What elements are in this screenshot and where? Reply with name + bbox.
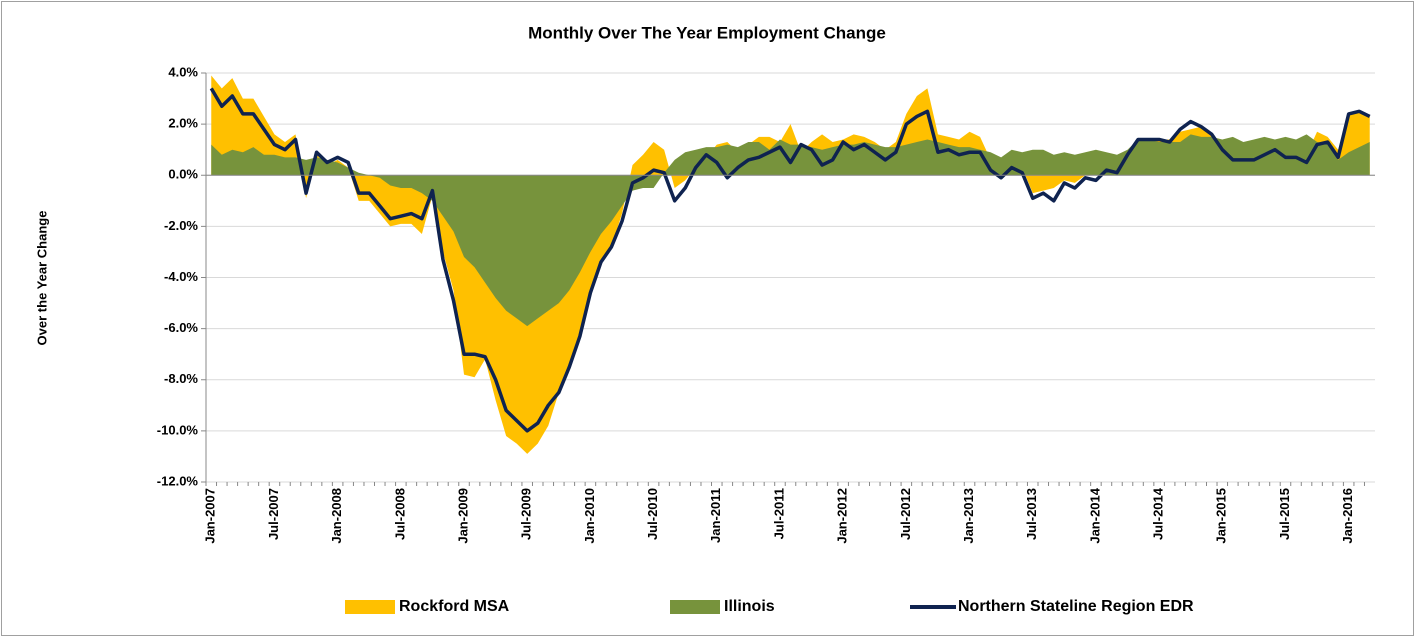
y-tick-label: 2.0% (168, 116, 198, 131)
chart-title: Monthly Over The Year Employment Change (528, 23, 886, 42)
x-tick-label: Jan-2016 (1340, 488, 1355, 544)
legend-label: Northern Stateline Region EDR (958, 598, 1194, 615)
y-tick-label: 4.0% (168, 64, 198, 79)
legend-label: Illinois (724, 598, 775, 615)
y-tick-label: -4.0% (164, 269, 198, 284)
y-tick-label: -8.0% (164, 371, 198, 386)
x-tick-label: Jul-2012 (898, 488, 913, 540)
x-tick-label: Jan-2011 (708, 488, 723, 543)
x-tick-label: Jul-2008 (392, 488, 407, 540)
x-tick-label: Jan-2015 (1214, 488, 1229, 544)
x-tick-label: Jan-2012 (835, 488, 850, 544)
x-tick-label: Jul-2014 (1151, 487, 1166, 540)
legend-swatch (670, 600, 720, 614)
x-tick-label: Jan-2010 (582, 488, 597, 544)
area (211, 75, 1370, 454)
y-tick-label: 0.0% (168, 167, 198, 182)
x-tick-label: Jan-2007 (203, 488, 218, 544)
y-tick-label: -12.0% (157, 473, 199, 488)
line (209, 87, 1371, 433)
x-tick-label: Jan-2008 (329, 488, 344, 544)
x-tick-label: Jul-2009 (519, 488, 534, 540)
y-tick-label: -10.0% (157, 422, 199, 437)
area (211, 134, 1370, 327)
x-tick-label: Jan-2013 (961, 488, 976, 544)
x-tick-label: Jan-2009 (455, 488, 470, 544)
x-tick-label: Jul-2007 (266, 488, 281, 540)
y-tick-label: -2.0% (164, 218, 198, 233)
legend-swatch (345, 600, 395, 614)
x-tick-label: Jul-2010 (645, 488, 660, 540)
x-tick-label: Jul-2013 (1024, 488, 1039, 540)
x-tick-label: Jan-2014 (1087, 487, 1102, 543)
y-axis-label: Over the Year Change (34, 211, 49, 346)
x-tick-label: Jul-2011 (771, 488, 786, 539)
x-tick-label: Jul-2015 (1277, 488, 1292, 540)
y-tick-label: -6.0% (164, 320, 198, 335)
legend-label: Rockford MSA (399, 598, 510, 615)
